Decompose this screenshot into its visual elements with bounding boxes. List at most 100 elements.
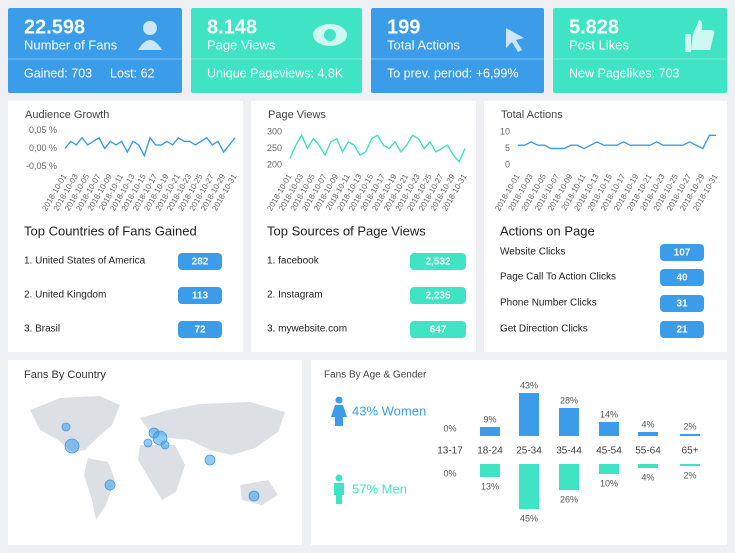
bar bbox=[480, 427, 500, 436]
icon-part bbox=[324, 29, 336, 41]
panel bbox=[311, 360, 727, 545]
list-title: Top Countries of Fans Gained bbox=[24, 223, 197, 238]
bubble bbox=[248, 490, 260, 502]
kpi-card bbox=[8, 8, 182, 93]
row-label: Website Clicks bbox=[500, 247, 565, 258]
row-value: 40 bbox=[676, 273, 688, 284]
y-tick-label: 250 bbox=[267, 143, 282, 153]
value-label: 4% bbox=[641, 472, 654, 482]
kpi-detail: Gained: 703 bbox=[24, 66, 92, 80]
line-series bbox=[518, 134, 716, 150]
x-tick-label: 35-44 bbox=[556, 446, 582, 457]
kpi-detail: New Pagelikes: 703 bbox=[569, 66, 680, 80]
series-annotation: 43% Women bbox=[352, 403, 426, 418]
value-label: 2% bbox=[683, 470, 696, 480]
y-tick-label: 0,05 % bbox=[29, 125, 57, 135]
value-pill bbox=[660, 269, 704, 286]
y-tick-label: 0,00 % bbox=[29, 143, 57, 153]
bar bbox=[680, 434, 700, 436]
x-tick-label: 45-54 bbox=[596, 446, 622, 457]
bubble bbox=[204, 454, 216, 466]
bar bbox=[638, 432, 658, 436]
row-value: 647 bbox=[430, 325, 447, 336]
chart-title: Total Actions bbox=[501, 109, 563, 121]
value-pill bbox=[178, 321, 222, 338]
list-title: Top Sources of Page Views bbox=[267, 223, 426, 238]
kpi-icon bbox=[138, 21, 162, 50]
x-tick-label: 65+ bbox=[682, 446, 699, 457]
row-label: 2. United Kingdom bbox=[24, 290, 106, 301]
bar bbox=[480, 464, 500, 477]
x-tick-label: 18-24 bbox=[477, 446, 503, 457]
y-tick-label: 0 bbox=[505, 159, 510, 169]
row-label: 3. mywebsite.com bbox=[267, 324, 347, 335]
kpi-detail: Lost: 62 bbox=[110, 66, 155, 80]
x-tick-label: 55-64 bbox=[635, 446, 661, 457]
kpi-icon bbox=[506, 28, 524, 52]
value-pill bbox=[410, 287, 466, 304]
row-value: 2,235 bbox=[425, 291, 450, 302]
row-label: 1. facebook bbox=[267, 256, 320, 267]
bubble bbox=[104, 479, 116, 491]
kpi-value: 22.598 bbox=[24, 16, 85, 38]
value-label: 2% bbox=[683, 421, 696, 431]
kpi-value: 5.828 bbox=[569, 16, 619, 38]
row-value: 107 bbox=[674, 248, 691, 259]
y-tick-label: 200 bbox=[267, 159, 282, 169]
value-pill bbox=[178, 253, 222, 270]
chart-title: Audience Growth bbox=[25, 109, 109, 121]
kpi-label: Post Likes bbox=[569, 37, 629, 52]
value-pill bbox=[410, 321, 466, 338]
kpi-detail: Unique Pageviews: 4,8K bbox=[207, 66, 344, 80]
kpi-card bbox=[553, 8, 727, 93]
line-series bbox=[289, 133, 466, 164]
world-map bbox=[30, 396, 285, 520]
north-america bbox=[30, 396, 120, 452]
line-series bbox=[64, 136, 236, 158]
row-value: 2,532 bbox=[425, 257, 450, 268]
bubble bbox=[143, 438, 153, 448]
value-pill bbox=[660, 295, 704, 312]
row-label: Page Call To Action Clicks bbox=[500, 272, 616, 283]
kpi-label: Number of Fans bbox=[24, 37, 118, 52]
y-tick-label: 300 bbox=[267, 126, 282, 136]
kpi-value: 8.148 bbox=[207, 16, 257, 38]
value-label: 26% bbox=[560, 494, 578, 504]
y-tick-label: -0,05 % bbox=[26, 161, 57, 171]
value-label: 45% bbox=[520, 513, 538, 523]
row-value: 72 bbox=[194, 325, 206, 336]
value-label: 0% bbox=[443, 468, 456, 478]
row-label: Phone Number Clicks bbox=[500, 298, 597, 309]
bar bbox=[519, 393, 539, 436]
row-value: 113 bbox=[192, 291, 209, 302]
icon-part bbox=[335, 474, 343, 482]
value-label: 14% bbox=[600, 409, 618, 419]
map-bubbles bbox=[61, 422, 260, 502]
value-label: 43% bbox=[520, 380, 538, 390]
bar bbox=[559, 408, 579, 436]
row-label: 1. United States of America bbox=[24, 256, 146, 267]
row-label: 2. Instagram bbox=[267, 290, 323, 301]
south-america bbox=[84, 458, 115, 520]
bar bbox=[559, 464, 579, 490]
value-label: 4% bbox=[641, 419, 654, 429]
icon-part bbox=[506, 28, 524, 52]
kpi-label: Page Views bbox=[207, 37, 276, 52]
bubble bbox=[61, 422, 71, 432]
bar bbox=[599, 464, 619, 474]
kpi-icon bbox=[313, 24, 347, 46]
row-label: 3. Brasil bbox=[24, 324, 60, 335]
value-pill bbox=[660, 321, 704, 338]
icon-part bbox=[334, 483, 344, 504]
series-annotation: 57% Men bbox=[352, 481, 407, 496]
value-label: 13% bbox=[481, 481, 499, 491]
row-value: 31 bbox=[676, 299, 688, 310]
value-label: 10% bbox=[600, 478, 618, 488]
value-label: 28% bbox=[560, 395, 578, 405]
row-label: Get Direction Clicks bbox=[500, 324, 588, 335]
bar bbox=[680, 464, 700, 466]
list-title: Actions on Page bbox=[500, 223, 595, 238]
chart-title: Page Views bbox=[268, 109, 326, 121]
icon-part bbox=[143, 21, 157, 35]
